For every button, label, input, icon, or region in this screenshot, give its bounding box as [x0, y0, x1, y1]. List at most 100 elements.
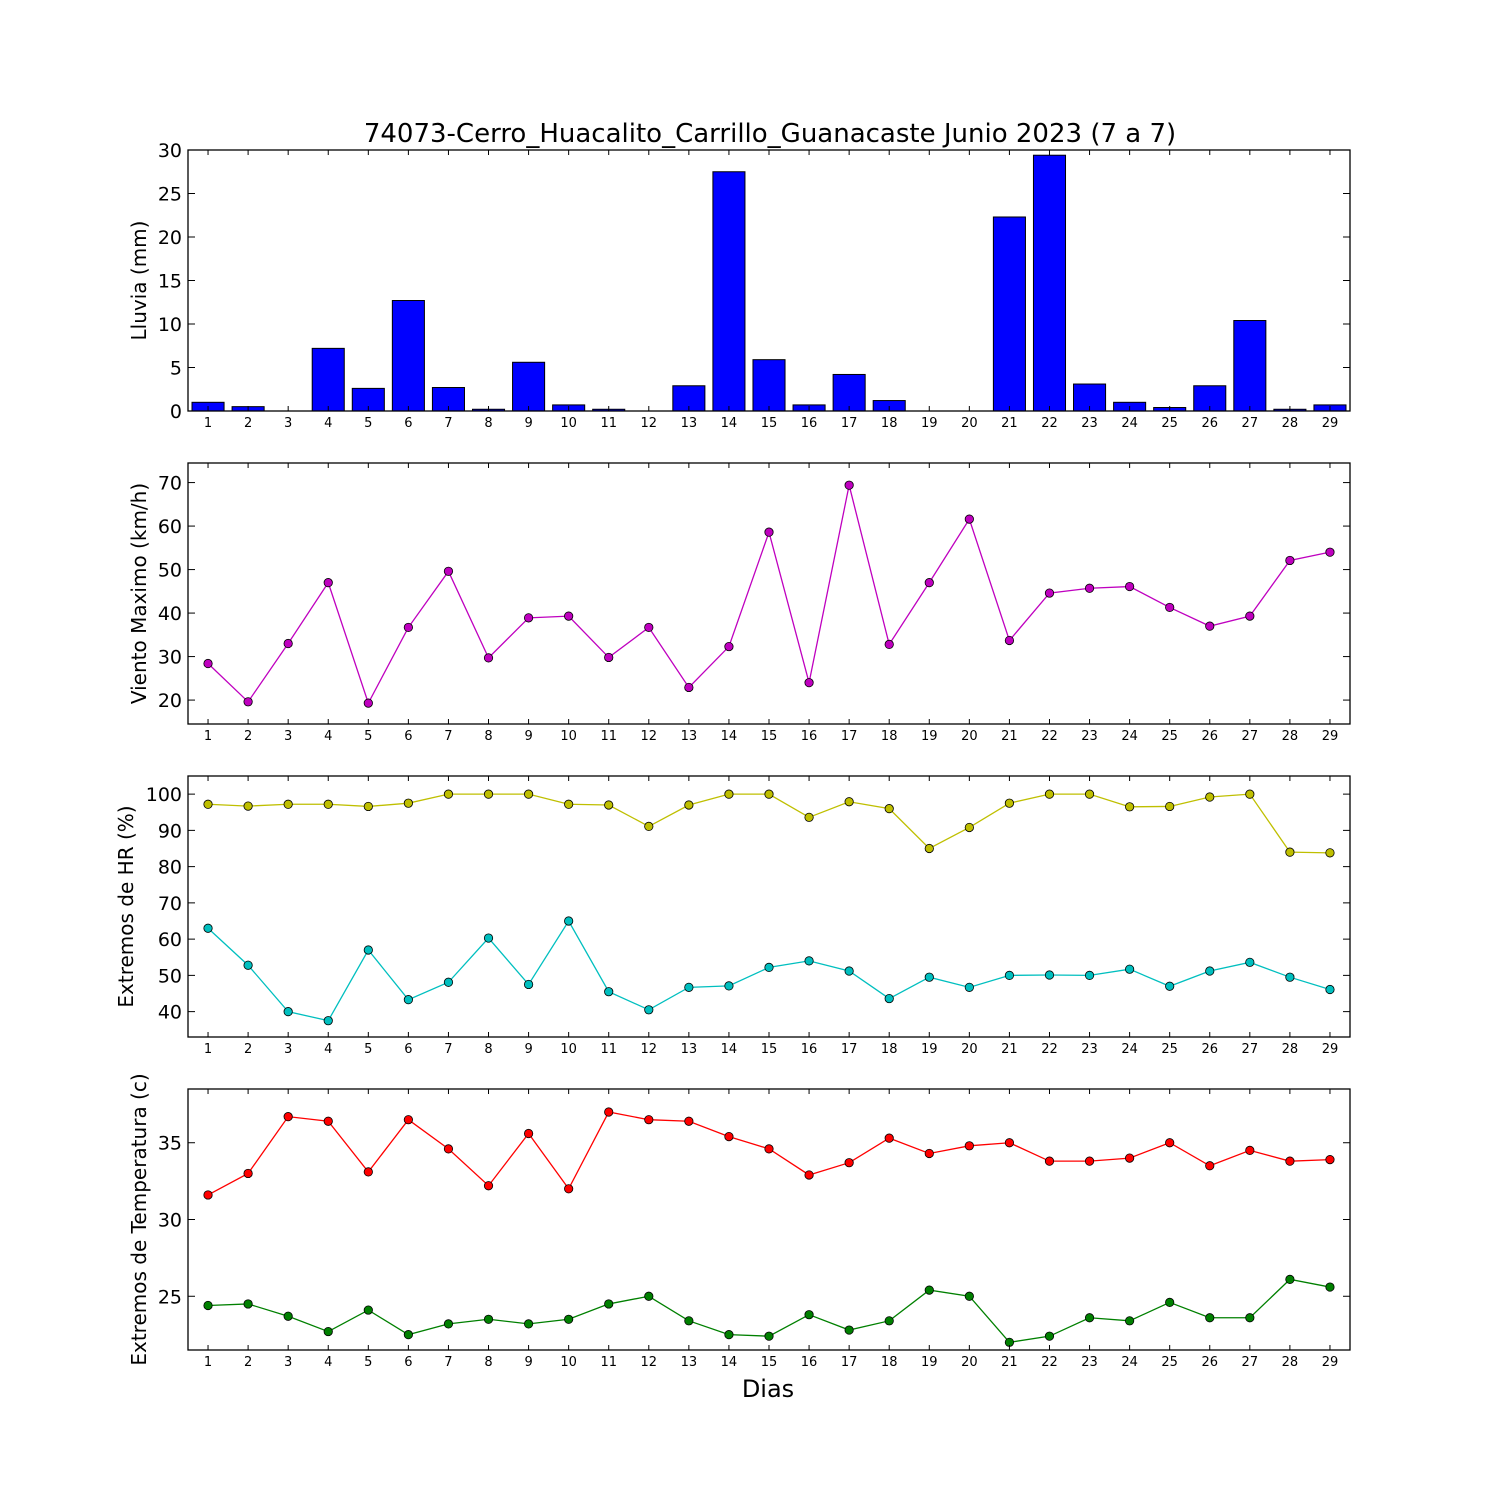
point-s1-day-27 [1245, 1145, 1255, 1156]
y-tick-label: 25 [158, 184, 182, 206]
chart-title: 74073-Cerro_Huacalito_Carrillo_Guanacast… [364, 119, 1176, 149]
point-s1-day-5 [363, 1167, 373, 1177]
point-s1-day-14 [724, 789, 734, 799]
point-s1-day-26 [1205, 1161, 1215, 1171]
point-s1-day-27 [1245, 789, 1255, 799]
point-s1-day-7 [443, 1144, 454, 1154]
y-tick-label: 70 [158, 473, 182, 495]
y-axis-label: Viento Maximo (km/h) [127, 483, 151, 704]
point-s2-day-15 [764, 962, 774, 973]
x-tick-label: 29 [1322, 1042, 1339, 1057]
point-s2-day-19 [924, 972, 934, 982]
point-s1-day-8 [483, 789, 494, 799]
x-tick-label: 24 [1121, 416, 1138, 431]
y-axis-label: Extremos de HR (%) [114, 805, 138, 1007]
x-tick-label: 22 [1041, 729, 1058, 744]
x-tick-label: 23 [1081, 1042, 1098, 1057]
point-s1-day-28 [1285, 555, 1295, 566]
point-s2-day-8 [483, 933, 494, 943]
point-s1-day-18 [884, 1133, 894, 1143]
point-s1-day-17 [844, 1158, 854, 1168]
point-s1-day-13 [684, 682, 694, 693]
point-s2-day-11 [604, 1299, 614, 1309]
x-tick-label: 4 [324, 1042, 332, 1057]
point-s1-day-27 [1245, 611, 1255, 621]
point-s1-day-2 [243, 1168, 253, 1179]
point-s1-day-18 [884, 804, 894, 814]
point-s1-day-29 [1325, 547, 1335, 557]
point-s2-day-6 [403, 995, 413, 1005]
x-tick-label: 12 [641, 729, 658, 744]
point-s1-day-7 [443, 566, 454, 576]
y-tick-label: 5 [170, 358, 182, 380]
point-s1-day-16 [804, 678, 814, 688]
x-tick-label: 25 [1161, 1355, 1178, 1370]
point-s1-day-9 [523, 613, 534, 623]
point-s1-day-14 [724, 641, 734, 652]
point-s1-day-19 [924, 1148, 934, 1159]
x-tick-label: 2 [244, 416, 252, 431]
point-s2-day-5 [363, 945, 373, 955]
point-s2-day-20 [964, 1291, 974, 1301]
point-s1-day-2 [243, 801, 253, 811]
point-s1-day-22 [1044, 789, 1055, 799]
point-s1-day-4 [323, 578, 333, 588]
point-s2-day-18 [884, 993, 894, 1004]
y-tick-label: 30 [158, 647, 182, 669]
point-s1-day-8 [483, 1181, 494, 1191]
x-tick-label: 22 [1041, 1042, 1058, 1057]
y-tick-label: 15 [158, 271, 182, 293]
point-s1-day-17 [844, 797, 854, 807]
x-tick-label: 8 [484, 1355, 492, 1370]
point-s2-day-16 [804, 1310, 814, 1320]
point-s1-day-11 [604, 652, 614, 663]
x-tick-label: 11 [600, 1355, 617, 1370]
y-tick-label: 100 [146, 784, 182, 806]
x-tick-label: 19 [921, 1042, 938, 1057]
point-s1-day-23 [1084, 789, 1095, 799]
x-tick-label: 19 [921, 729, 938, 744]
point-s1-day-20 [964, 1141, 974, 1151]
x-tick-label: 17 [841, 1042, 858, 1057]
x-tick-label: 4 [324, 1355, 332, 1370]
point-s2-day-6 [403, 1330, 413, 1340]
x-tick-label: 27 [1242, 729, 1259, 744]
x-tick-label: 13 [681, 416, 698, 431]
x-tick-label: 16 [801, 1042, 818, 1057]
x-tick-label: 25 [1161, 729, 1178, 744]
y-tick-label: 0 [170, 401, 182, 423]
x-tick-label: 9 [524, 729, 532, 744]
point-s1-day-13 [684, 800, 694, 810]
bar-day-9 [512, 361, 546, 412]
x-tick-label: 29 [1322, 1355, 1339, 1370]
x-tick-label: 20 [961, 1042, 978, 1057]
x-tick-label: 27 [1242, 1355, 1259, 1370]
x-tick-label: 26 [1201, 729, 1218, 744]
x-tick-label: 5 [364, 1355, 372, 1370]
point-s2-day-1 [203, 923, 213, 933]
x-tick-label: 17 [841, 416, 858, 431]
point-s2-day-16 [804, 956, 814, 966]
x-tick-label: 16 [801, 416, 818, 431]
x-tick-label: 14 [721, 1042, 738, 1057]
x-tick-label: 16 [801, 1355, 818, 1370]
x-tick-label: 21 [1001, 1042, 1018, 1057]
point-s1-day-5 [363, 698, 373, 708]
point-s2-day-17 [844, 1325, 854, 1335]
point-s1-day-26 [1205, 621, 1215, 631]
point-s2-day-22 [1044, 1331, 1055, 1341]
x-tick-label: 20 [961, 729, 978, 744]
y-tick-label: 30 [158, 1210, 182, 1232]
x-tick-label: 21 [1001, 1355, 1018, 1370]
x-tick-label: 28 [1282, 1355, 1299, 1370]
x-tick-label: 14 [721, 729, 738, 744]
y-tick-label: 40 [158, 603, 182, 625]
x-tick-label: 5 [364, 416, 372, 431]
point-s1-day-23 [1084, 1156, 1095, 1166]
point-s1-day-6 [403, 798, 413, 808]
x-tick-label: 21 [1001, 729, 1018, 744]
x-tick-label: 3 [284, 1355, 292, 1370]
